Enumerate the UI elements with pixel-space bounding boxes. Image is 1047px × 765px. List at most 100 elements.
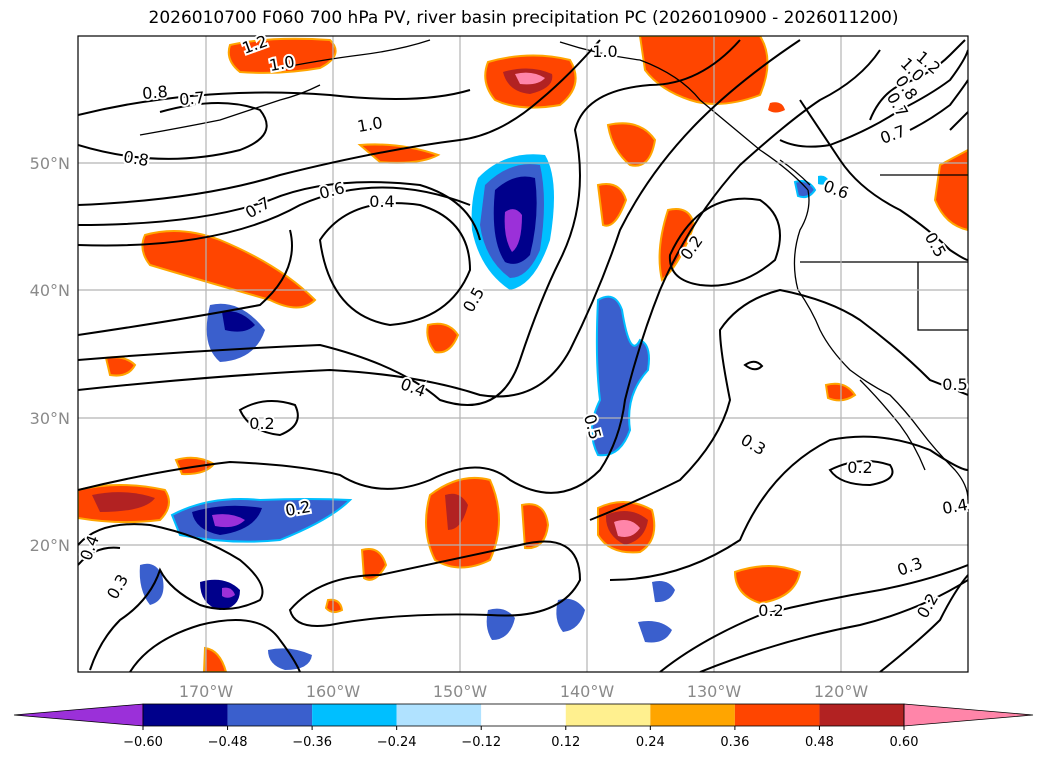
colorbar-segment — [396, 704, 482, 726]
precip-positive-patch — [227, 37, 337, 74]
precip-positive-patch — [606, 122, 657, 167]
pv-contour — [78, 546, 121, 566]
pv-contour — [779, 49, 968, 148]
lat-label-20n: 20°N — [30, 536, 70, 555]
colorbar-tick-label: 0.36 — [720, 735, 749, 750]
pv-contour-layer — [78, 39, 968, 672]
pv-contour — [659, 564, 968, 672]
precip-negative-patch — [268, 648, 312, 670]
precip-positive-patch — [658, 208, 696, 282]
colorbar-segment — [227, 704, 313, 726]
pv-contour-label: 0.2 — [847, 458, 872, 477]
pv-contour — [78, 186, 471, 247]
latitude-labels: 50°N 40°N 30°N 20°N — [30, 154, 70, 555]
precip-positive-patch — [933, 148, 968, 232]
pv-contour-label: 0.2 — [758, 601, 783, 620]
precip-positive-patch — [515, 72, 545, 85]
pv-contour — [78, 89, 471, 116]
pv-contour-label: 0.4 — [369, 192, 394, 211]
pv-contour — [589, 288, 968, 521]
precip-positive-patch — [445, 493, 468, 530]
map-title: 2026010700 F060 700 hPa PV, river basin … — [148, 8, 899, 28]
lon-label-120w: 120°W — [814, 682, 869, 701]
colorbar-segment — [312, 704, 397, 726]
colorbar-tick-label: 0.48 — [805, 735, 834, 750]
precip-negative-patch — [638, 621, 672, 643]
us-border — [800, 174, 968, 331]
precip-negative-patch — [818, 175, 830, 185]
lon-label-130w: 130°W — [687, 682, 742, 701]
precip-positive-patch — [614, 520, 640, 537]
precip-positive-patch — [768, 102, 785, 113]
colorbar-extend-low — [13, 703, 144, 727]
precip-positive-patch — [520, 503, 550, 550]
colorbar-tick-label: −0.12 — [461, 735, 501, 750]
colorbar-segment — [481, 704, 566, 726]
precip-negative-patch — [556, 598, 585, 632]
pv-contour — [78, 181, 481, 241]
contour-label-layer: 1.21.00.8 0.70.81.00.70.6 0.41.0 1.21.00.80… — [74, 29, 971, 623]
pv-contour-label: 0.2 — [249, 414, 274, 433]
pv-contour — [129, 619, 301, 672]
precip-negative-patch — [212, 514, 245, 528]
pv-contour — [78, 39, 601, 206]
coastline-layer — [139, 39, 968, 501]
pv-contour-label: 1.0 — [592, 42, 617, 61]
pv-contour — [668, 197, 781, 287]
lon-label-140w: 140°W — [560, 682, 615, 701]
lat-label-50n: 50°N — [30, 154, 70, 173]
colorbar-segment — [734, 704, 820, 726]
precip-positive-patch — [324, 598, 344, 614]
colorbar: −0.60 −0.48 −0.36 −0.24 −0.12 0.12 0.24 0.36 0.4… — [13, 703, 1034, 750]
precip-positive-patch — [92, 492, 155, 512]
pv-contour — [78, 39, 741, 406]
precip-negative-patch — [591, 295, 650, 457]
precip-positive-patch — [425, 476, 500, 569]
precip-positive-patch — [426, 322, 460, 354]
pv-contour — [78, 101, 268, 160]
lat-label-40n: 40°N — [30, 281, 70, 300]
pv-contour — [879, 574, 968, 672]
colorbar-segment — [143, 704, 228, 726]
pv-contour — [238, 400, 299, 437]
precip-negative-patch — [222, 311, 255, 332]
colorbar-frame — [142, 703, 905, 727]
precip-positive-patch — [733, 565, 802, 605]
pv-contour — [78, 229, 293, 336]
precip-positive-patch — [360, 548, 388, 581]
precip-negative-patch — [652, 581, 675, 603]
lon-label-160w: 160°W — [306, 682, 361, 701]
alaska-coast — [269, 39, 809, 191]
graticule — [78, 36, 968, 672]
colorbar-segment — [565, 704, 651, 726]
pv-contour-label: 0.7 — [178, 88, 205, 109]
pv-contour — [949, 111, 968, 131]
precip-negative-patch — [504, 209, 522, 252]
pv-contour — [288, 540, 582, 627]
colorbar-tick-label: −0.24 — [377, 735, 417, 750]
colorbar-tick-label: 0.24 — [636, 735, 665, 750]
vancouver-island — [779, 159, 811, 186]
colorbar-extend-high — [903, 703, 1034, 727]
pv-contour — [78, 523, 264, 671]
pv-contour-label: 0.8 — [141, 82, 168, 103]
colorbar-segment — [819, 704, 904, 726]
precip-negative-patch — [793, 180, 817, 199]
colorbar-tick-label: −0.36 — [292, 735, 332, 750]
longitude-labels: 170°W 160°W 150°W 140°W 130°W 120°W — [179, 682, 869, 701]
colorbar-segment — [650, 704, 735, 726]
baja-california — [859, 379, 926, 471]
pv-contour — [78, 49, 881, 494]
precip-positive-patch — [596, 183, 628, 227]
lon-label-150w: 150°W — [433, 682, 488, 701]
precip-negative-patch — [222, 587, 235, 598]
lat-label-30n: 30°N — [30, 409, 70, 428]
pv-contour — [78, 39, 801, 398]
colorbar-tick-label: 0.60 — [890, 735, 919, 750]
colorbar-tick-label: −0.60 — [123, 735, 163, 750]
pv-contour-label: 0.5 — [942, 375, 967, 394]
pv-contour — [318, 202, 472, 327]
pv-contour — [869, 39, 966, 121]
pv-contour — [799, 99, 968, 261]
